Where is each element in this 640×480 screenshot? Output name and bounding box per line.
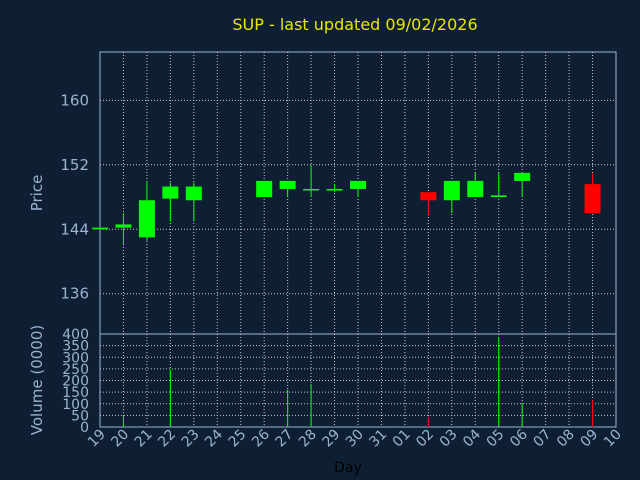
x-tick-label: 21 [132,427,156,451]
volume-bar [592,400,594,427]
candle [467,172,484,198]
candle [303,164,320,198]
candle-body [443,180,460,201]
volume-tick-label: 250 [62,362,89,378]
candle [443,180,460,214]
x-tick-label: 31 [366,427,390,451]
price-axis-label: Price [28,175,46,212]
price-y-ticks: 136 144 152 160 [60,91,89,302]
price-tick-label: 144 [60,220,89,238]
candle [350,180,366,198]
volume-tick-label: 400 [62,327,89,343]
volume-tick-label: 150 [62,385,89,401]
x-tick-label: 10 [601,427,625,451]
volume-tick-label: 50 [71,408,89,424]
candle-body [350,180,366,189]
x-tick-label: 27 [273,427,297,451]
candle-body [138,200,155,238]
x-tick-label: 08 [554,427,578,451]
volume-tick-label: 0 [80,420,89,436]
volume-tick-label: 200 [62,374,89,390]
candle [256,180,273,198]
price-tick-label: 136 [60,285,89,303]
candle-body [185,186,202,201]
candle [138,180,155,241]
x-ticks: 19 20 21 22 23 24 25 26 27 28 29 30 31 01 02 03 04 05 06 07… [85,426,625,450]
candle-body [162,186,179,199]
x-tick-label: 05 [484,427,508,451]
volume-tick-label: 100 [62,397,89,413]
x-tick-label: 20 [108,427,132,451]
volume-bar [427,417,429,427]
candle-body [490,195,507,198]
candle-body [256,180,273,198]
x-tick-label: 04 [460,426,484,450]
x-tick-label: 29 [319,427,343,451]
x-tick-label: 22 [155,427,179,451]
candle [514,172,531,198]
candle-body [514,172,531,181]
candle [420,192,437,217]
volume-axis-label: Volume (0000) [28,325,46,435]
price-tick-label: 160 [60,91,89,109]
candle [584,172,601,214]
price-tick-label: 152 [60,156,89,174]
price-panel: 136 144 152 160 Price [28,51,617,335]
candle-body [326,188,343,191]
volume-tick-label: 350 [62,339,89,355]
x-tick-label: 09 [577,427,601,451]
candles [92,164,601,246]
x-tick-label: 23 [179,427,203,451]
candle [185,182,202,222]
candle [279,180,296,198]
candle [490,172,507,198]
x-tick-label: 30 [343,427,367,451]
x-tick-label: 02 [413,427,437,451]
x-tick-label: 25 [226,427,250,451]
candle-body [279,180,296,189]
candle-body [303,188,320,191]
candle-body [467,180,484,198]
candle [92,227,108,231]
volume-tick-label: 300 [62,350,89,366]
x-tick-label: 06 [507,426,531,450]
volume-bars [122,337,594,427]
candle [326,184,343,193]
chart-title: SUP - last updated 09/02/2026 [232,15,477,34]
x-tick-label: 07 [531,427,555,451]
x-tick-label: 03 [437,427,461,451]
x-tick-label: 28 [296,427,320,451]
volume-bar [287,389,289,427]
volume-bar [310,383,312,427]
candle-body [420,192,437,201]
volume-bar [498,337,500,427]
candle [162,182,179,222]
x-tick-label: 26 [249,426,273,450]
candle-body [92,227,108,230]
candle-body [584,184,601,214]
volume-bar [122,415,124,427]
volume-grid [100,334,616,427]
volume-bar [521,402,523,427]
candle [115,213,132,246]
volume-bar [169,370,171,427]
x-axis-label: Day [334,460,362,476]
candle-body [115,224,132,228]
x-tick-label: 01 [390,427,414,451]
x-tick-label: 24 [202,426,226,450]
